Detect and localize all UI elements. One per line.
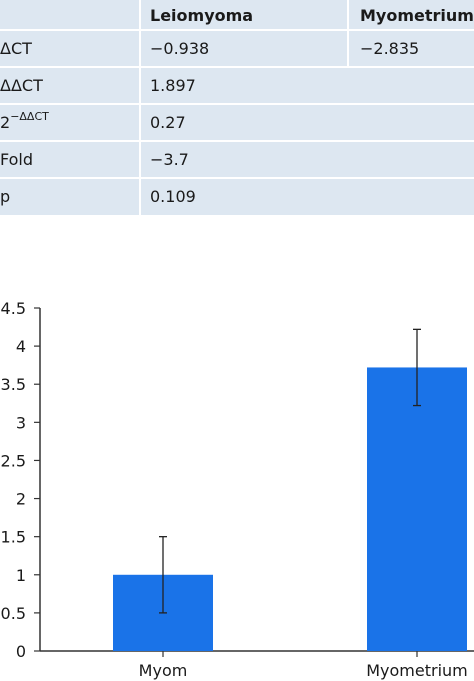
y-tick-label: 1.5 — [1, 528, 26, 547]
y-tick-label: 2 — [16, 490, 26, 509]
data-table: Leiomyoma Myometrium ΔCT −0.938 −2.835 ΔΔCT 1.… — [0, 0, 474, 215]
row-label: Fold — [0, 141, 140, 178]
row-label-superscript: −ΔΔCT — [10, 110, 49, 123]
x-tick-label: Myometrium — [366, 661, 468, 680]
cell-text: −3.7 — [150, 150, 189, 169]
cell-text: 1.897 — [150, 76, 196, 95]
table-row-divider — [0, 140, 474, 142]
y-tick-label: 3 — [16, 413, 26, 432]
row-label-text: p — [0, 187, 11, 206]
y-tick-label: 0.5 — [1, 604, 26, 623]
row-label-text: ΔΔCT — [0, 76, 43, 95]
y-tick-label: 3.5 — [1, 375, 26, 394]
table-row-divider — [0, 103, 474, 105]
cell-text: 0.27 — [150, 113, 186, 132]
y-tick-label: 1 — [16, 566, 26, 585]
y-tick-label: 2.5 — [1, 451, 26, 470]
cell-text: 0.109 — [150, 187, 196, 206]
x-tick-label: Myom — [139, 661, 188, 680]
y-tick-label: 4.5 — [1, 299, 26, 318]
table-column-divider — [347, 0, 349, 67]
table-row-divider — [0, 66, 474, 68]
cell-text: −0.938 — [150, 39, 210, 58]
leiomyoma-value: 0.109 — [150, 178, 348, 215]
cell-text: −2.835 — [360, 39, 420, 58]
leiomyoma-value: 0.27 — [150, 104, 348, 141]
table-row-divider — [0, 29, 474, 31]
myometrium-value: −2.835 — [360, 30, 474, 67]
row-label-text: Fold — [0, 150, 34, 169]
row-label: 2 −ΔΔCT — [0, 104, 140, 141]
leiomyoma-value: 1.897 — [150, 67, 348, 104]
y-tick-label: 0 — [16, 642, 26, 661]
row-label-text: ΔCT — [0, 39, 32, 58]
leiomyoma-value: −0.938 — [150, 30, 348, 67]
y-tick-label: 4 — [16, 337, 26, 356]
table-row-divider — [0, 177, 474, 179]
header-text: Leiomyoma — [150, 5, 254, 25]
header-text: Myometrium — [360, 5, 474, 25]
leiomyoma-value: −3.7 — [150, 141, 348, 178]
row-label: ΔΔCT — [0, 67, 140, 104]
row-label-text: 2 — [0, 113, 11, 132]
table-header-cell: Leiomyoma — [150, 0, 348, 30]
table-column-divider — [139, 0, 141, 215]
table-header-cell: Myometrium — [360, 0, 474, 30]
bar — [367, 367, 467, 651]
row-label: p — [0, 178, 140, 215]
row-label: ΔCT — [0, 30, 140, 67]
